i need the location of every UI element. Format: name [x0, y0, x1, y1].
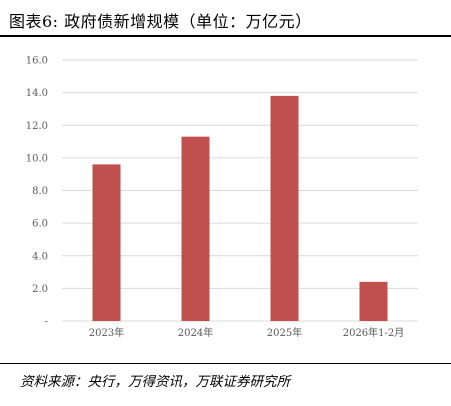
chart-title: 图表6: 政府债新增规模（单位：万亿元）	[9, 12, 312, 31]
source-note: 资料来源：央行，万得资讯，万联证券研究所	[20, 374, 290, 390]
y-tick-label: -	[45, 317, 48, 328]
x-tick-label: 2024年	[178, 326, 213, 339]
y-tick-label: 16.0	[26, 56, 48, 67]
y-tick-label: 8.0	[32, 186, 48, 197]
y-tick-label: 10.0	[26, 153, 48, 164]
bar	[92, 164, 121, 321]
x-tick-label: 2026年1-2月	[343, 326, 405, 339]
x-tick-label: 2025年	[267, 326, 302, 339]
y-tick-label: 2.0	[32, 284, 48, 295]
y-tick-label: 6.0	[32, 219, 48, 230]
bars	[92, 95, 388, 321]
bar-chart: - 2.0 4.0 6.0 8.0 10.0 12.0 14.0 16.0 2023年 2024年…	[26, 56, 418, 339]
bar	[270, 95, 299, 321]
gridlines	[62, 59, 418, 322]
y-axis-ticks: - 2.0 4.0 6.0 8.0 10.0 12.0 14.0 16.0	[26, 56, 48, 328]
x-axis-ticks: 2023年 2024年 2025年 2026年1-2月	[89, 326, 405, 339]
y-tick-label: 4.0	[32, 251, 48, 262]
y-tick-label: 14.0	[26, 88, 48, 99]
bar	[181, 136, 210, 321]
x-tick-label: 2023年	[89, 326, 124, 339]
chart-header: 图表6: 政府债新增规模（单位：万亿元）	[0, 0, 451, 36]
y-tick-label: 12.0	[26, 121, 48, 132]
bar	[359, 281, 388, 321]
top-divider	[0, 35, 451, 37]
bottom-divider	[0, 363, 451, 364]
